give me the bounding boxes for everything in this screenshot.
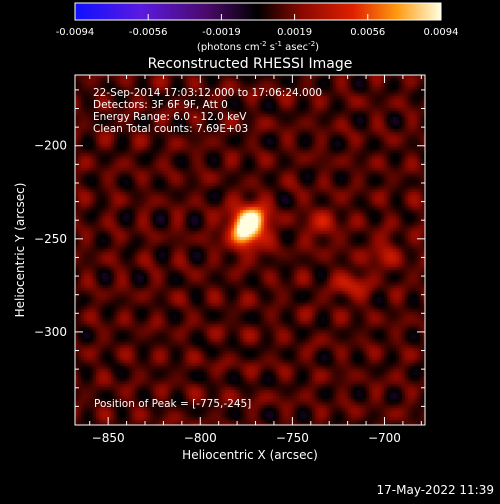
plot-title: Reconstructed RHESSI Image <box>148 56 353 72</box>
x-axis-label: Heliocentric X (arcsec) <box>182 448 318 462</box>
info-energy-range: Energy Range: 6.0 - 12.0 keV <box>93 111 247 123</box>
colorbar-units-label: (photons cm-2 s-1 asec-2) <box>197 40 319 53</box>
y-tick-label: −250 <box>34 232 67 246</box>
info-block: 22-Sep-2014 17:03:12.000 to 17:06:24.000… <box>93 87 322 135</box>
colorbar-ticks: -0.0094 -0.0056 -0.0019 0.0019 0.0056 0.0094 <box>56 14 459 38</box>
y-tick-label: −200 <box>34 139 67 153</box>
peak-position-label: Position of Peak = [-775,-245] <box>94 398 251 410</box>
y-tick-label: −300 <box>34 325 67 339</box>
colorbar-tick-label: 0.0056 <box>350 27 385 38</box>
axis-ticks: −850 −800 −750 −700 −200 −250 −300 <box>34 75 425 445</box>
x-tick-label: −750 <box>276 431 309 445</box>
info-clean-counts: Clean Total counts: 7.69E+03 <box>93 123 248 135</box>
footer-timestamp: 17-May-2022 11:39 <box>377 483 494 497</box>
info-detectors: Detectors: 3F 6F 9F, Att 0 <box>93 99 228 111</box>
colorbar-tick-label: -0.0094 <box>56 27 95 38</box>
colorbar-gradient <box>74 2 442 21</box>
x-tick-label: −850 <box>92 431 125 445</box>
x-tick-label: −800 <box>184 431 217 445</box>
colorbar-tick-label: 0.0019 <box>277 27 312 38</box>
colorbar-tick-label: -0.0056 <box>129 27 168 38</box>
info-time-range: 22-Sep-2014 17:03:12.000 to 17:06:24.000 <box>93 87 322 99</box>
colorbar: -0.0094 -0.0056 -0.0019 0.0019 0.0056 0.0094 … <box>56 2 459 53</box>
colorbar-tick-label: 0.0094 <box>424 27 459 38</box>
colorbar-tick-label: -0.0019 <box>202 27 241 38</box>
x-tick-label: −700 <box>368 431 401 445</box>
y-axis-label: Heliocentric Y (arcsec) <box>13 183 27 318</box>
plot-frame <box>74 74 426 426</box>
